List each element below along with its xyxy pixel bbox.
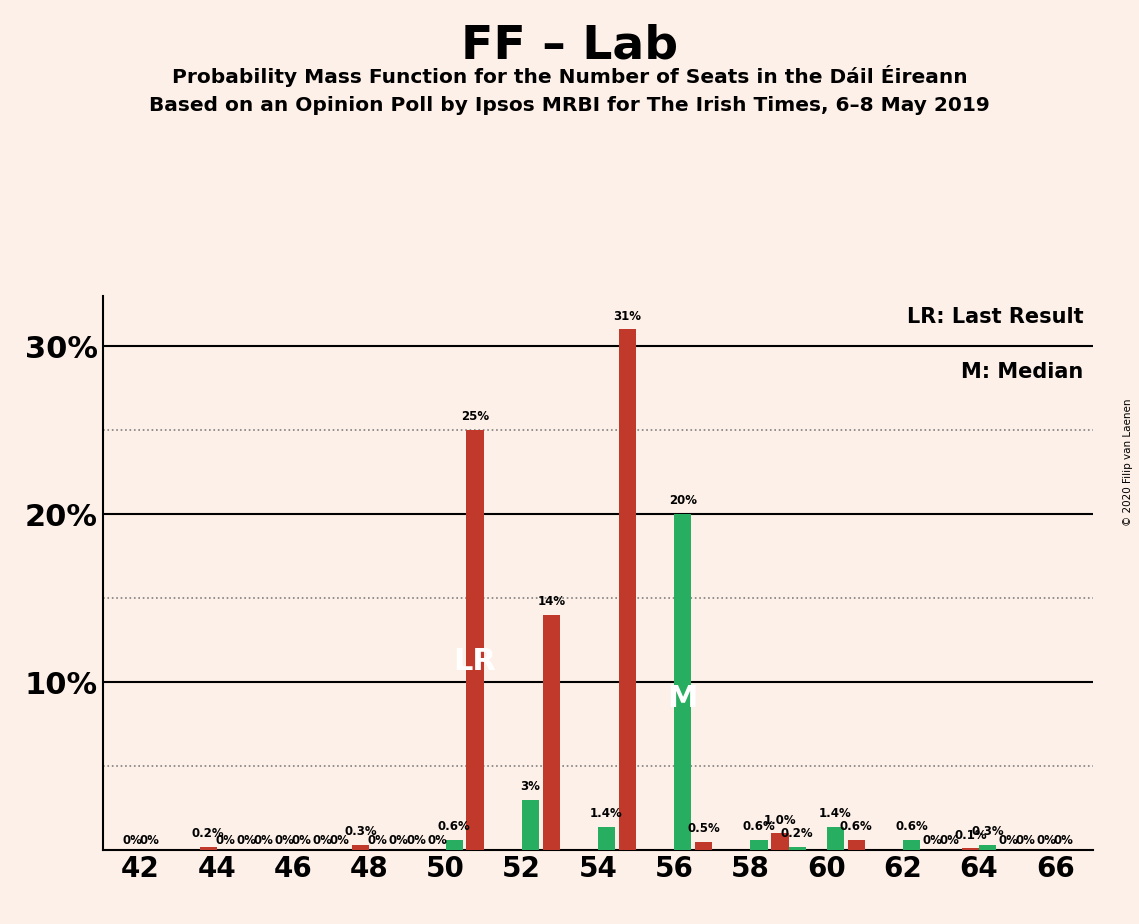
Text: 0%: 0% [292, 833, 312, 846]
Text: 0%: 0% [940, 833, 959, 846]
Text: Based on an Opinion Poll by Ipsos MRBI for The Irish Times, 6–8 May 2019: Based on an Opinion Poll by Ipsos MRBI f… [149, 96, 990, 116]
Text: 0.6%: 0.6% [839, 821, 872, 833]
Text: 0.2%: 0.2% [781, 827, 813, 840]
Text: 0%: 0% [923, 833, 942, 846]
Text: © 2020 Filip van Laenen: © 2020 Filip van Laenen [1123, 398, 1133, 526]
Text: 20%: 20% [669, 494, 697, 507]
Bar [445, 840, 462, 850]
Text: M: M [667, 685, 698, 713]
Text: 0.6%: 0.6% [743, 821, 776, 833]
Text: 0%: 0% [139, 833, 159, 846]
Bar [352, 845, 369, 850]
Text: 0%: 0% [274, 833, 295, 846]
Text: 0%: 0% [330, 833, 350, 846]
Bar [751, 840, 768, 850]
Bar [962, 848, 980, 850]
Text: 31%: 31% [614, 310, 641, 322]
Text: 0.3%: 0.3% [344, 825, 377, 838]
Text: 0.1%: 0.1% [954, 829, 986, 842]
Text: 0.6%: 0.6% [895, 821, 928, 833]
Bar [467, 430, 484, 850]
Text: 0%: 0% [1054, 833, 1074, 846]
Bar [847, 840, 865, 850]
Text: 0%: 0% [999, 833, 1018, 846]
Text: 0%: 0% [215, 833, 236, 846]
Text: 0.3%: 0.3% [972, 825, 1003, 838]
Text: 0.2%: 0.2% [192, 827, 224, 840]
Text: 0%: 0% [368, 833, 387, 846]
Text: LR: LR [453, 647, 497, 675]
Text: 0%: 0% [427, 833, 446, 846]
Bar [199, 846, 216, 850]
Text: 0%: 0% [313, 833, 333, 846]
Text: 1.4%: 1.4% [819, 807, 852, 820]
Text: 0%: 0% [388, 833, 409, 846]
Text: 3%: 3% [521, 780, 540, 793]
Bar [674, 514, 691, 850]
Text: FF – Lab: FF – Lab [461, 23, 678, 68]
Text: 0.6%: 0.6% [437, 821, 470, 833]
Text: 0%: 0% [405, 833, 426, 846]
Text: 0%: 0% [122, 833, 142, 846]
Text: 0%: 0% [1036, 833, 1057, 846]
Text: Probability Mass Function for the Number of Seats in the Dáil Éireann: Probability Mass Function for the Number… [172, 65, 967, 87]
Text: 0%: 0% [254, 833, 273, 846]
Bar [827, 827, 844, 850]
Text: 1.4%: 1.4% [590, 807, 623, 820]
Text: 0.5%: 0.5% [687, 822, 720, 835]
Bar [788, 846, 805, 850]
Bar [903, 840, 920, 850]
Bar [598, 827, 615, 850]
Bar [618, 329, 636, 850]
Text: 1.0%: 1.0% [763, 813, 796, 827]
Bar [695, 842, 712, 850]
Bar [542, 614, 560, 850]
Text: M: Median: M: Median [961, 362, 1083, 383]
Text: 14%: 14% [538, 595, 565, 608]
Text: 0%: 0% [1016, 833, 1035, 846]
Text: 25%: 25% [461, 410, 489, 423]
Text: LR: Last Result: LR: Last Result [907, 307, 1083, 327]
Bar [980, 845, 997, 850]
Bar [771, 833, 788, 850]
Bar [522, 799, 539, 850]
Text: 0%: 0% [237, 833, 256, 846]
